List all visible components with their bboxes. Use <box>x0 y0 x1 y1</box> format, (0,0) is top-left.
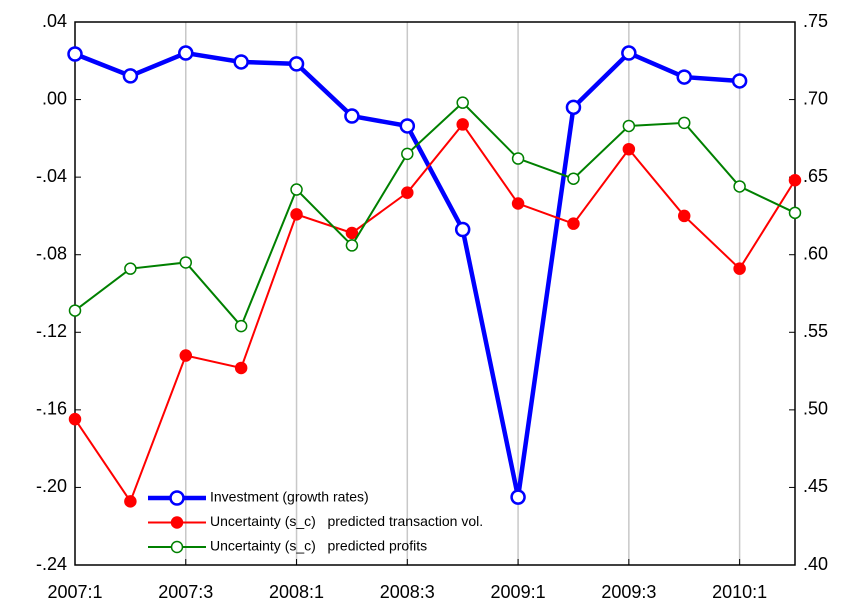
point <box>234 319 248 333</box>
point <box>68 412 82 426</box>
point <box>676 69 692 85</box>
series-line <box>74 101 796 328</box>
y2-tick-label: .55 <box>803 321 828 341</box>
point <box>677 209 691 223</box>
y2-tick-label: .50 <box>803 399 828 419</box>
y2-tick-label: .70 <box>803 88 828 108</box>
point <box>345 226 359 240</box>
point <box>733 180 746 193</box>
x-tick-label: 2008:1 <box>269 582 324 602</box>
point <box>510 489 526 505</box>
point <box>399 118 416 134</box>
point <box>456 96 469 109</box>
x-tick-label: 2010:1 <box>712 582 767 602</box>
y2-tick-label: .65 <box>803 166 828 186</box>
point <box>621 45 637 61</box>
point <box>233 54 249 70</box>
x-tick-label: 2007:1 <box>47 582 102 602</box>
point <box>733 262 746 275</box>
point <box>344 108 360 124</box>
point <box>179 349 193 362</box>
point <box>288 56 305 72</box>
plot-frame <box>74 21 796 566</box>
series-line <box>74 122 796 504</box>
point <box>124 495 137 508</box>
y-tick-label: -.12 <box>36 321 67 341</box>
point <box>179 256 193 269</box>
point <box>677 116 691 130</box>
point <box>731 73 748 89</box>
point <box>511 152 525 165</box>
point <box>124 262 137 275</box>
legend-marker <box>170 516 184 529</box>
point <box>290 183 303 196</box>
point <box>178 45 194 61</box>
y-tick-label: .00 <box>42 88 67 108</box>
legend-marker <box>170 540 184 554</box>
y2-tick-label: .40 <box>803 554 828 574</box>
point <box>290 208 303 221</box>
point <box>401 147 414 161</box>
point <box>511 197 525 210</box>
x-tick-label: 2008:3 <box>380 582 435 602</box>
y-tick-label: -.24 <box>36 554 67 574</box>
point <box>788 206 802 220</box>
x-tick-label: 2009:3 <box>601 582 656 602</box>
point <box>234 361 248 375</box>
y2-tick-label: .75 <box>803 11 828 31</box>
legend-label: Uncertainty (s_c) predicted profits <box>210 538 427 554</box>
y2-tick-label: .60 <box>803 243 828 263</box>
legend-marker <box>169 490 185 506</box>
point <box>401 186 414 199</box>
x-tick-label: 2009:1 <box>491 582 546 602</box>
point <box>565 99 582 116</box>
point <box>456 118 469 131</box>
y2-tick-label: .45 <box>803 476 828 496</box>
point <box>454 221 471 238</box>
y-tick-label: -.08 <box>36 243 67 263</box>
point <box>788 173 802 187</box>
point <box>622 119 636 133</box>
y-tick-label: -.16 <box>36 399 67 419</box>
y-tick-label: .04 <box>42 11 67 31</box>
legend-label: Investment (growth rates) <box>210 489 369 505</box>
point <box>345 239 359 252</box>
point <box>567 172 580 185</box>
y-tick-label: -.20 <box>36 476 67 496</box>
x-tick-label: 2007:3 <box>158 582 213 602</box>
legend-label: Uncertainty (s_c) predicted transaction … <box>210 513 483 529</box>
point <box>567 217 580 230</box>
point <box>67 46 83 62</box>
point <box>122 68 139 84</box>
y-tick-label: -.04 <box>36 166 67 186</box>
point <box>68 304 82 317</box>
point <box>622 142 636 156</box>
